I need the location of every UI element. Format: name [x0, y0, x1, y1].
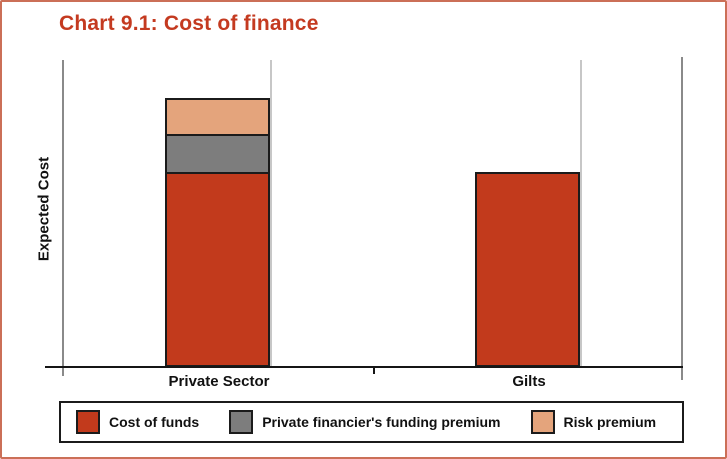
plot-right-border-line	[681, 57, 683, 380]
plot-area	[64, 60, 683, 367]
segment-cost-of-funds	[165, 172, 270, 367]
bar-private-sector	[165, 60, 270, 367]
segment-funding-premium	[165, 134, 270, 174]
x-axis-mid-tick	[373, 368, 375, 374]
legend-item-risk-premium: Risk premium	[530, 410, 657, 434]
legend-swatch-risk-premium	[530, 410, 555, 434]
x-tick-label-private-sector: Private Sector	[168, 373, 270, 390]
segment-cost-of-funds	[475, 172, 580, 367]
y-axis-label: Expected Cost	[35, 156, 53, 262]
legend-swatch-cost-of-funds	[76, 410, 100, 434]
chart-title: Chart 9.1: Cost of finance	[59, 12, 319, 35]
x-axis-line	[45, 366, 683, 368]
x-tick-label-gilts: Gilts	[512, 373, 546, 390]
bar-gilts	[475, 60, 580, 367]
legend-label: Cost of funds	[109, 414, 200, 430]
legend-label: Private financier's funding premium	[262, 414, 501, 430]
legend-item-funding-premium: Private financier's funding premium	[229, 410, 501, 434]
legend-item-cost-of-funds: Cost of funds	[76, 410, 199, 434]
legend-label: Risk premium	[563, 414, 657, 430]
segment-risk-premium	[165, 98, 270, 136]
y-axis-line	[62, 60, 64, 376]
legend: Cost of funds Private financier's fundin…	[59, 401, 684, 443]
legend-swatch-funding-premium	[229, 410, 254, 434]
